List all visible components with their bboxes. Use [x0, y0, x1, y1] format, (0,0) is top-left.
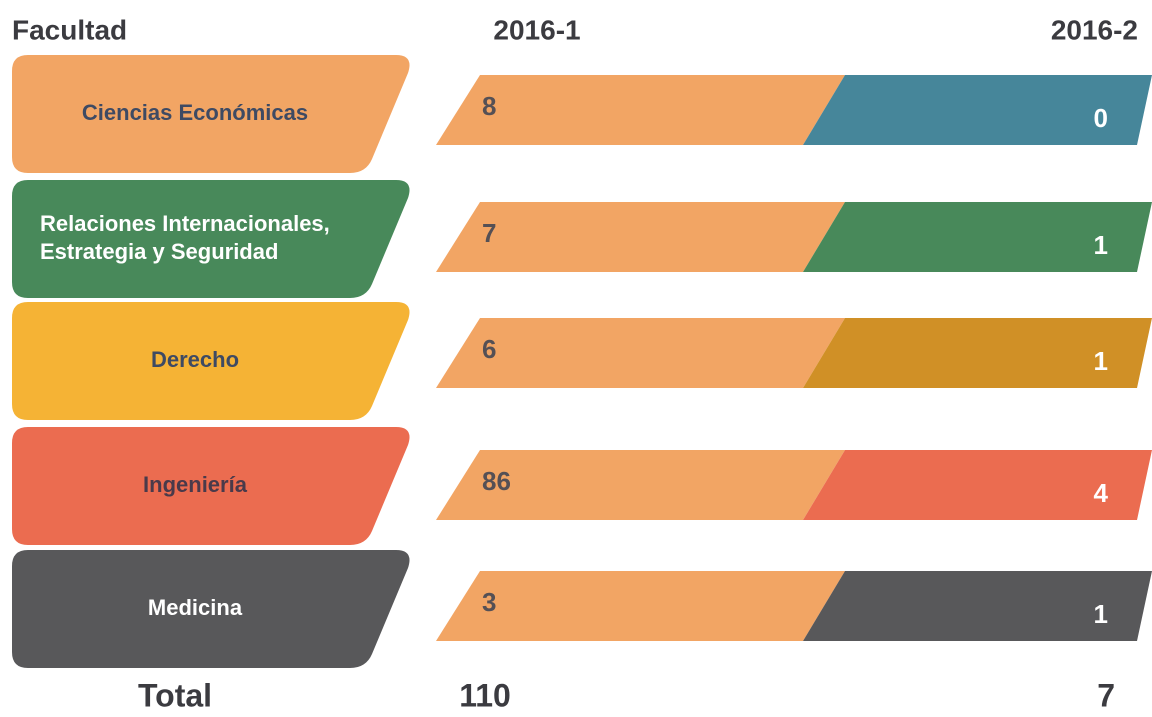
header-period1: 2016-1 — [493, 14, 580, 45]
header-period2: 2016-2 — [1051, 14, 1138, 45]
total-v1: 110 — [459, 677, 511, 713]
value-period1: 8 — [482, 91, 496, 121]
bar-period1 — [436, 75, 845, 145]
faculty-name: Medicina — [148, 595, 243, 620]
value-period1: 86 — [482, 466, 511, 496]
header-facultad: Facultad — [12, 14, 127, 45]
faculty-name: Ciencias Económicas — [82, 100, 308, 125]
bar-period2 — [803, 318, 1152, 388]
faculty-shape — [12, 550, 410, 668]
faculty-shape — [12, 302, 410, 420]
bar-period2 — [803, 202, 1152, 272]
value-period2: 1 — [1094, 346, 1108, 376]
bar-period2 — [803, 571, 1152, 641]
value-period2: 0 — [1094, 103, 1108, 133]
value-period2: 4 — [1094, 478, 1109, 508]
faculty-shape — [12, 180, 410, 298]
value-period1: 6 — [482, 334, 496, 364]
faculty-name: Ingeniería — [143, 472, 248, 497]
total-label: Total — [138, 677, 212, 713]
bar-period1 — [436, 571, 845, 641]
value-period2: 1 — [1094, 230, 1108, 260]
total-v2: 7 — [1097, 677, 1115, 713]
faculty-shape — [12, 427, 410, 545]
faculty-shape — [12, 55, 410, 173]
value-period1: 3 — [482, 587, 496, 617]
bar-period1 — [436, 318, 845, 388]
value-period1: 7 — [482, 218, 496, 248]
faculty-name: Derecho — [151, 347, 239, 372]
bar-period1 — [436, 450, 845, 520]
faculty-name: Estrategia y Seguridad — [40, 239, 278, 264]
bar-period2 — [803, 75, 1152, 145]
faculty-name: Relaciones Internacionales, — [40, 211, 330, 236]
value-period2: 1 — [1094, 599, 1108, 629]
bar-period1 — [436, 202, 845, 272]
bar-period2 — [803, 450, 1152, 520]
